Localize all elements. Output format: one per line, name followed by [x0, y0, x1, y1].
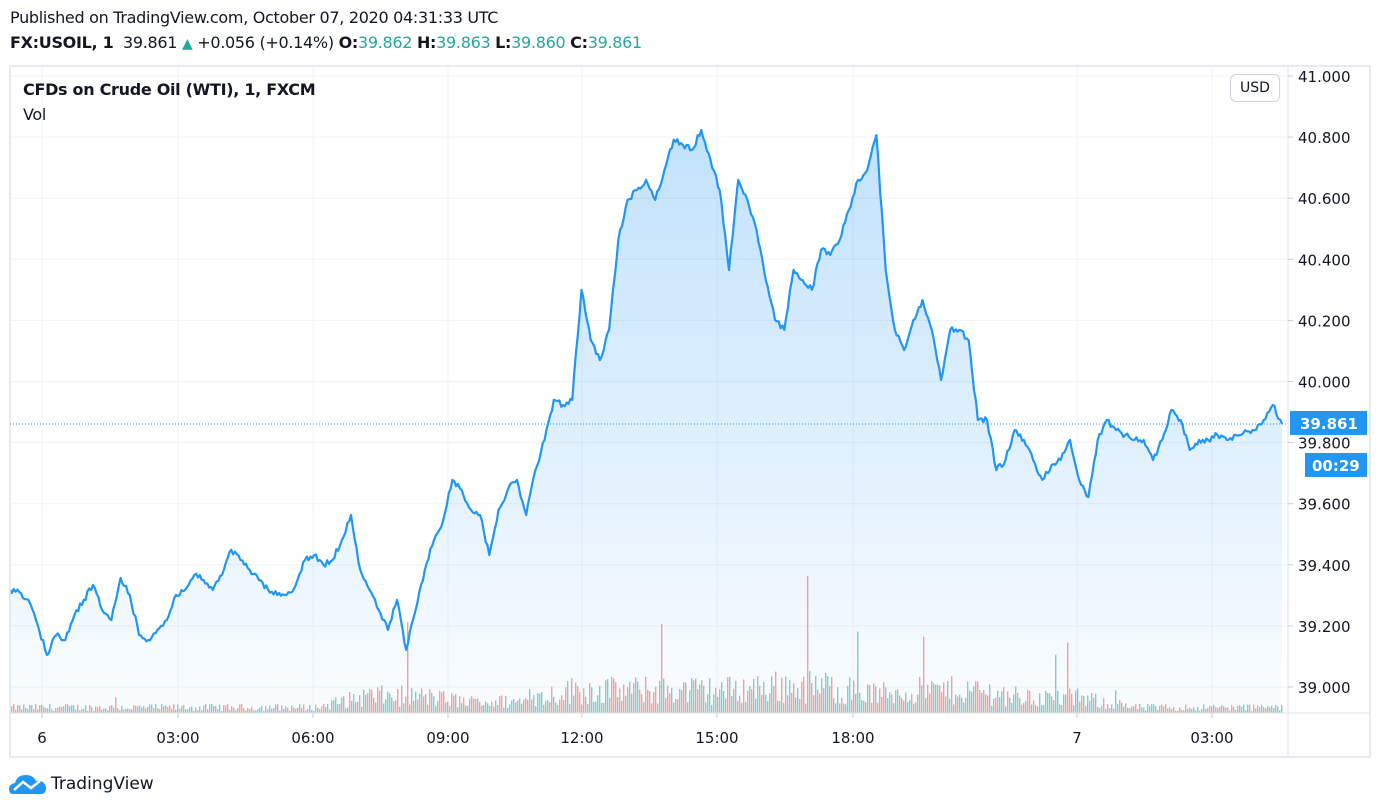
y-tick-label: 39.600 [1298, 496, 1351, 514]
y-tick-label: 39.800 [1298, 435, 1351, 453]
x-tick-label: 12:00 [560, 729, 603, 747]
y-tick-label: 40.600 [1298, 190, 1351, 208]
low-label: L: [495, 33, 512, 52]
y-tick-label: 39.400 [1298, 557, 1351, 575]
logo-text: TradingView [51, 774, 154, 794]
y-tick-label: 40.200 [1298, 312, 1351, 330]
close-value: 39.861 [587, 33, 642, 52]
x-tick-label: 18:00 [831, 729, 874, 747]
last-price: 39.861 [123, 33, 178, 52]
tradingview-logo[interactable]: TradingView [9, 772, 154, 796]
symbol-ohlc-bar: FX:USOIL, 1 39.861 ▲ +0.056 (+0.14%) O:3… [10, 33, 642, 52]
countdown-label-bg [1305, 452, 1367, 477]
open-label: O: [338, 33, 359, 52]
y-tick-label: 40.000 [1298, 374, 1351, 392]
x-tick-label: 09:00 [426, 729, 469, 747]
y-tick-label: 40.400 [1298, 251, 1351, 269]
volume-legend: Vol [23, 105, 47, 124]
countdown-label: 00:29 [1312, 457, 1360, 475]
symbol-label: FX:USOIL, 1 [10, 33, 114, 52]
high-value: 39.863 [436, 33, 491, 52]
price-change: +0.056 (+0.14%) [197, 33, 334, 52]
series-title: CFDs on Crude Oil (WTI), 1, FXCM [23, 80, 316, 99]
close-label: C: [570, 33, 588, 52]
price-area [10, 130, 1282, 713]
y-tick-label: 39.000 [1298, 679, 1351, 697]
x-tick-label: 06:00 [291, 729, 334, 747]
last-price-label-bg [1290, 410, 1367, 435]
x-tick-label: 6 [37, 729, 47, 747]
y-tick-label: 39.200 [1298, 618, 1351, 636]
x-tick-label: 03:00 [1190, 729, 1233, 747]
chart-frame [9, 65, 1371, 758]
chart-legend: CFDs on Crude Oil (WTI), 1, FXCM Vol [23, 80, 316, 124]
x-tick-label: 15:00 [695, 729, 738, 747]
price-line [10, 129, 1284, 656]
published-caption: Published on TradingView.com, October 07… [10, 8, 499, 27]
low-value: 39.860 [511, 33, 566, 52]
high-label: H: [416, 33, 437, 52]
y-tick-label: 40.800 [1298, 129, 1351, 147]
tradingview-cloud-icon [9, 775, 46, 794]
x-tick-label: 7 [1072, 729, 1082, 747]
y-tick-label: 41.000 [1298, 68, 1351, 86]
x-tick-label: 03:00 [156, 729, 199, 747]
currency-button[interactable]: USD [1230, 74, 1280, 102]
last-price-label: 39.861 [1300, 415, 1358, 433]
up-triangle-icon: ▲ [181, 36, 193, 52]
open-value: 39.862 [357, 33, 413, 52]
